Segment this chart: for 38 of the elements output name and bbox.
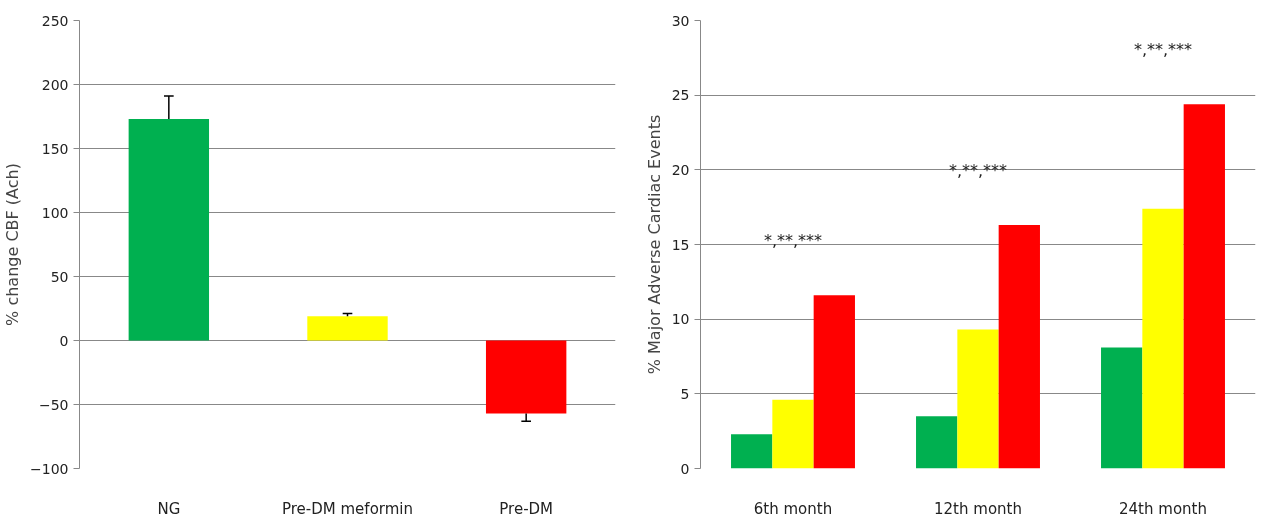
y-tick-label: 200 [41, 76, 69, 93]
x-tick-label: 12th month [934, 499, 1022, 518]
bar [957, 329, 999, 469]
x-tick-label: 6th month [753, 499, 833, 518]
bar [1142, 208, 1184, 469]
x-tick-label: 24th month [1119, 499, 1207, 518]
annotation: *,**,*** [948, 160, 1008, 180]
annotation: *,**,*** [1133, 39, 1193, 59]
y-axis-title: % change CBF (Ach) [3, 163, 23, 326]
y-tick-label: 10 [671, 311, 690, 328]
y-tick-label: −50 [38, 396, 69, 413]
y-tick-label: 5 [680, 385, 690, 402]
bar [731, 434, 773, 469]
y-tick-label: 50 [50, 268, 69, 285]
bar [485, 340, 567, 414]
x-tick-label: Pre-DM [499, 499, 554, 518]
y-tick-label: 0 [680, 460, 690, 477]
bar [1183, 104, 1225, 469]
annotation: *,**,*** [763, 230, 823, 250]
bar [916, 416, 958, 469]
bar [813, 295, 855, 469]
y-tick-label: 25 [671, 87, 690, 104]
y-tick-label: 15 [671, 236, 690, 253]
bar [998, 225, 1040, 469]
bar [1101, 347, 1143, 469]
bar [772, 399, 814, 469]
bar [128, 119, 210, 341]
y-tick-label: 20 [671, 161, 690, 178]
y-tick-label: 0 [59, 332, 69, 349]
x-tick-label: NG [157, 499, 181, 518]
y-tick-label: 30 [671, 12, 690, 29]
bar [307, 316, 388, 341]
y-tick-label: −100 [30, 460, 69, 477]
y-tick-label: 250 [41, 12, 69, 29]
y-axis-title: % Major Adverse Cardiac Events [644, 114, 664, 375]
y-tick-label: 100 [41, 204, 69, 221]
x-tick-label: Pre-DM meformin [282, 499, 414, 518]
y-tick-label: 150 [41, 140, 69, 157]
